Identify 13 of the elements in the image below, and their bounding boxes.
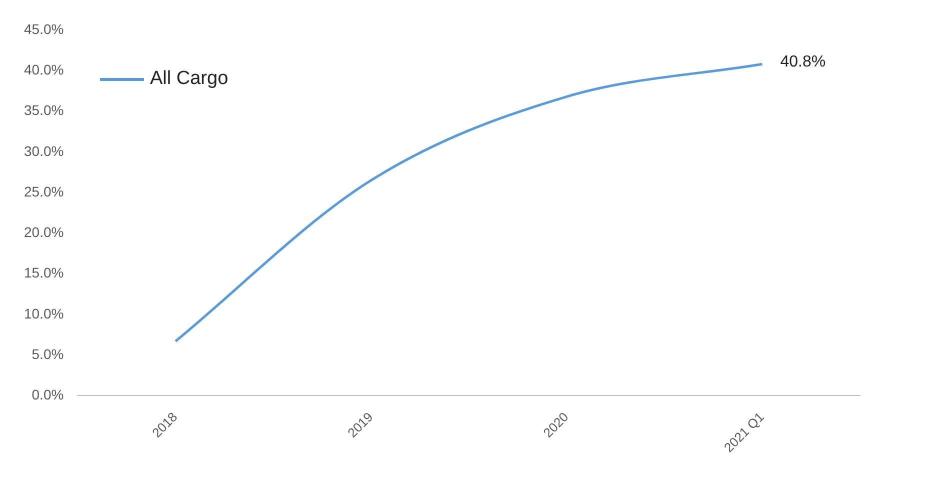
y-tick-label: 30.0% [24, 142, 64, 159]
y-tick-label: 25.0% [24, 183, 64, 200]
y-tick-label: 5.0% [32, 346, 64, 362]
y-tick-label: 10.0% [24, 305, 64, 322]
y-tick-label: 0.0% [32, 386, 64, 403]
y-tick-label: 35.0% [24, 102, 64, 118]
y-tick-label: 20.0% [24, 224, 64, 240]
data-label: 40.8% [780, 54, 826, 71]
line-series [174, 62, 764, 343]
y-tick-label: 15.0% [24, 264, 64, 281]
y-tick-label: 45.0% [24, 20, 64, 37]
legend-label: All Cargo [150, 68, 228, 90]
y-tick-label: 40.0% [24, 61, 64, 78]
